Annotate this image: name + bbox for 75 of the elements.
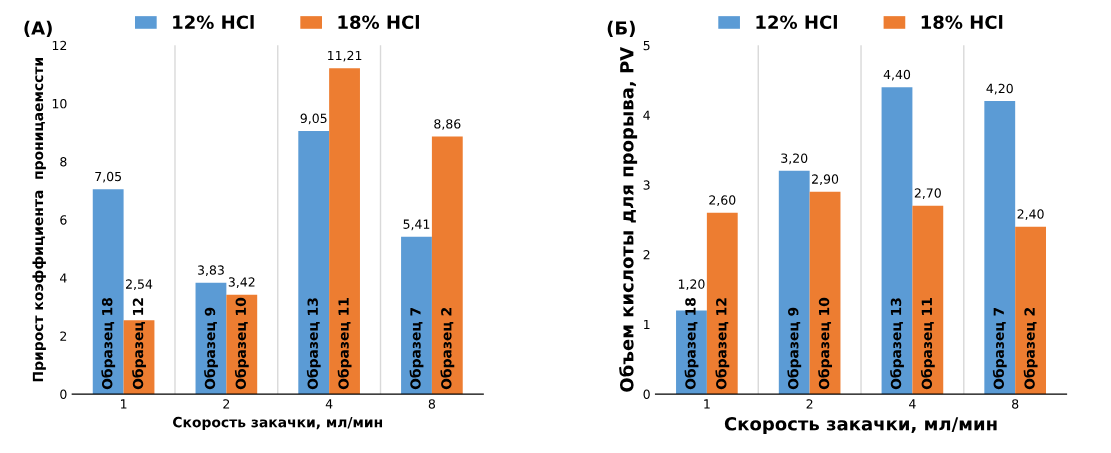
data-label: 1,20 xyxy=(678,279,705,291)
y-tick-label: 4 xyxy=(60,273,67,283)
data-label: 9,05 xyxy=(300,113,327,125)
data-label: 8,86 xyxy=(434,119,461,130)
legend-label: 12% HCl xyxy=(173,15,254,30)
annotation: Образец 13 xyxy=(890,298,904,390)
data-label: 3,42 xyxy=(228,277,255,288)
annotation: Образец 7 xyxy=(992,307,1007,390)
y-tick-label: 1 xyxy=(644,319,650,330)
x-axis-title: Скорость закачки, мл/мин xyxy=(173,416,383,431)
data-label: 4,40 xyxy=(883,69,911,81)
annotation: Образец 2 xyxy=(1023,308,1038,390)
legend-label: 18% HCl xyxy=(921,15,1003,30)
legend-label: 12% HCl xyxy=(756,15,837,30)
annotation: Образец 7 xyxy=(409,307,424,390)
y-tick-label: 2 xyxy=(60,331,67,341)
data-label: 3,83 xyxy=(197,265,224,277)
bar xyxy=(778,170,810,395)
annotation: Образец 9 xyxy=(787,307,802,390)
data-label: 7,05 xyxy=(95,171,122,183)
data-label: 3,20 xyxy=(781,153,808,165)
bar xyxy=(706,212,738,395)
data-label: 2,60 xyxy=(709,195,736,207)
legend-label: 18% HCl xyxy=(338,15,419,30)
data-label: 2,40 xyxy=(1017,209,1044,220)
data-label: 4,20 xyxy=(986,83,1013,95)
annotation: Образец 18 xyxy=(684,298,699,390)
data-label: 5,41 xyxy=(403,219,430,231)
x-tick-label: 2 xyxy=(806,399,813,409)
y-tick-label: 0 xyxy=(643,389,650,400)
bar xyxy=(809,191,841,395)
annotation: Образец 12 xyxy=(715,298,730,390)
annotation: Образец 2 xyxy=(440,308,455,390)
y-tick-label: 2 xyxy=(643,250,650,260)
annotation: Образец 13 xyxy=(306,298,321,390)
data-label: 2,90 xyxy=(812,174,839,186)
annotation: Образец 11 xyxy=(920,298,935,390)
annotation: Образец 9 xyxy=(204,307,218,390)
x-tick-label: 8 xyxy=(1012,399,1019,409)
bar xyxy=(329,68,360,395)
annotation: Образец 10 xyxy=(818,297,832,390)
y-tick-label: 0 xyxy=(60,389,67,400)
y-tick-label: 5 xyxy=(643,40,650,51)
annotation: Образец 10 xyxy=(234,297,249,390)
annotation: Образец 18 xyxy=(101,298,116,390)
y-tick-label: 4 xyxy=(643,110,650,120)
x-tick-label: 1 xyxy=(704,399,710,409)
y-tick-label: 8 xyxy=(60,157,67,167)
bar xyxy=(431,136,463,395)
x-tick-label: 1 xyxy=(121,399,127,409)
bar xyxy=(298,131,330,395)
bar xyxy=(912,205,944,395)
bar xyxy=(881,87,913,395)
data-label: 2,70 xyxy=(914,188,941,200)
y-tick-label: 6 xyxy=(60,215,67,225)
y-tick-label: 12 xyxy=(52,40,67,51)
bar xyxy=(1015,226,1047,395)
bar xyxy=(92,189,124,395)
y-axis-title: Прирост коэффициента проницаемсcти xyxy=(32,58,46,382)
chart-title: (Б) xyxy=(607,20,635,37)
bar xyxy=(984,101,1016,395)
x-tick-label: 4 xyxy=(325,399,333,409)
bar xyxy=(401,236,432,395)
x-tick-label: 8 xyxy=(428,399,436,409)
annotation: Образец 11 xyxy=(337,298,352,390)
y-axis-title: Объем кислоты для прорыва, PV xyxy=(619,46,638,392)
data-label: 2,54 xyxy=(126,279,153,291)
x-axis-title: Скорость закачки, мл/мин xyxy=(724,416,997,435)
data-label: 11,21 xyxy=(328,50,362,62)
y-tick-label: 3 xyxy=(643,180,650,190)
y-tick-label: 10 xyxy=(52,98,67,109)
x-tick-label: 2 xyxy=(223,399,230,409)
chart-title: (А) xyxy=(24,20,52,37)
annotation: Образец 12 xyxy=(132,298,146,390)
x-tick-label: 4 xyxy=(909,399,916,409)
